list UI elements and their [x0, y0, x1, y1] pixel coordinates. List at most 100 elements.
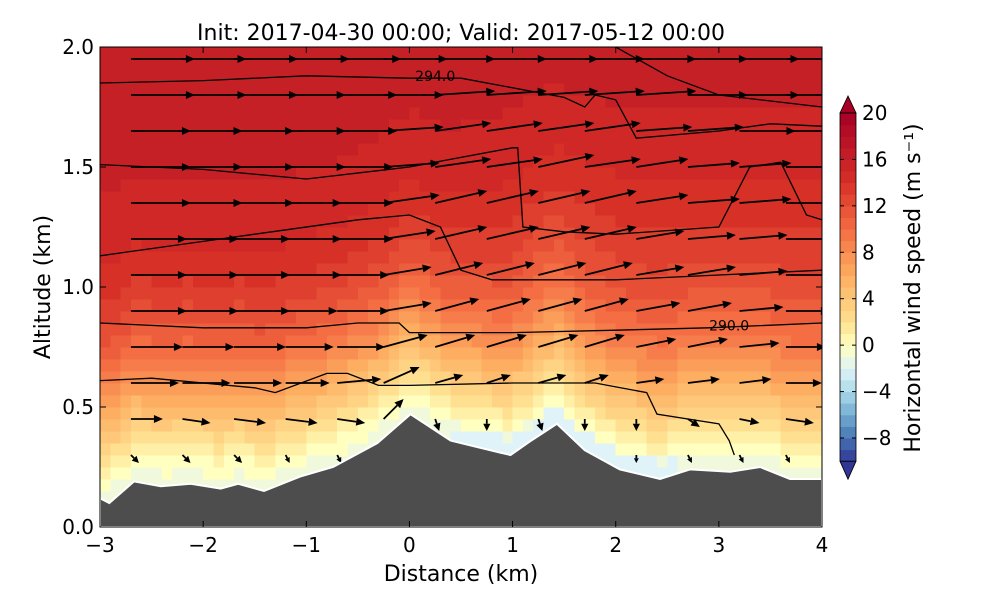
speed-cell [120, 227, 132, 240]
speed-cell [337, 119, 349, 132]
speed-cell [687, 215, 699, 228]
speed-cell [636, 395, 648, 408]
speed-cell [512, 419, 524, 432]
speed-cell [141, 167, 153, 180]
speed-cell [801, 95, 813, 108]
speed-cell [326, 83, 338, 96]
speed-cell [615, 323, 627, 336]
speed-cell [120, 455, 132, 468]
wind-arrow [285, 417, 318, 426]
speed-cell [368, 383, 380, 396]
speed-cell [141, 359, 153, 372]
speed-cell [388, 83, 400, 96]
speed-cell [595, 215, 606, 228]
speed-cell [296, 323, 307, 336]
speed-cell [749, 47, 761, 60]
speed-cell [677, 443, 689, 456]
speed-cell [110, 347, 122, 360]
arrow-head [434, 123, 444, 132]
speed-cell [502, 359, 514, 372]
speed-cell [564, 323, 575, 336]
speed-cell [461, 203, 472, 216]
speed-cell [223, 155, 235, 168]
speed-cell [244, 95, 256, 108]
speed-cell [533, 215, 545, 228]
speed-cell [326, 359, 338, 372]
arrow-shaft [434, 264, 475, 276]
speed-cell [223, 47, 235, 60]
speed-cell [234, 71, 245, 84]
speed-cell [615, 419, 627, 432]
speed-cell [718, 119, 730, 132]
speed-cell [440, 167, 452, 180]
speed-cell [110, 167, 122, 180]
speed-cell [265, 347, 276, 360]
colorbar-segment [840, 391, 856, 404]
arrow-head [556, 373, 567, 382]
speed-cell [316, 107, 328, 120]
speed-cell [192, 467, 204, 480]
arrow-head [816, 343, 822, 351]
speed-cell [543, 383, 555, 396]
speed-cell [533, 47, 545, 60]
speed-cell [192, 395, 204, 408]
speed-cell [337, 251, 349, 264]
colorbar-segment [840, 345, 856, 358]
speed-cell [192, 215, 204, 228]
speed-cell [130, 467, 142, 480]
speed-cell [491, 335, 503, 348]
arrow-head [332, 235, 342, 243]
speed-cell [296, 95, 307, 108]
speed-cell [100, 227, 111, 240]
speed-cell [234, 155, 245, 168]
speed-cell [584, 443, 596, 456]
speed-cell [265, 227, 276, 240]
speed-cell [760, 383, 771, 396]
arrow-head [804, 417, 814, 426]
speed-cell [223, 359, 235, 372]
arrow-head [320, 379, 330, 387]
speed-cell [151, 71, 163, 84]
speed-cell [543, 143, 555, 156]
speed-cell [357, 131, 369, 144]
speed-cell [811, 431, 822, 444]
speed-cell [234, 179, 245, 192]
speed-cell [419, 107, 431, 120]
arrow-head [536, 422, 544, 431]
speed-cell [409, 59, 421, 72]
speed-cell [481, 227, 493, 240]
speed-cell [636, 47, 648, 60]
speed-cell [657, 299, 668, 312]
speed-cell [419, 335, 431, 348]
speed-cell [595, 431, 606, 444]
speed-cell [378, 335, 390, 348]
speed-cell [265, 395, 276, 408]
speed-cell [739, 107, 751, 120]
speed-cell [636, 455, 648, 468]
speed-cell [564, 203, 575, 216]
speed-cell [110, 263, 122, 276]
speed-cell [791, 419, 802, 432]
speed-cell [223, 83, 235, 96]
speed-cell [388, 95, 400, 108]
speed-cell [357, 419, 369, 432]
speed-cell [687, 431, 699, 444]
speed-cell [120, 335, 132, 348]
arrow-head [627, 189, 637, 197]
speed-cell [296, 119, 307, 132]
speed-cell [182, 467, 194, 480]
speed-cell [543, 359, 555, 372]
arrow-shaft [285, 418, 309, 423]
speed-cell [440, 311, 452, 324]
speed-cell [388, 359, 400, 372]
speed-cell [677, 263, 689, 276]
speed-cell [770, 443, 782, 456]
speed-cell [791, 287, 802, 300]
speed-cell [120, 419, 132, 432]
speed-cell [430, 383, 441, 396]
speed-cell [636, 239, 648, 252]
speed-cell [677, 131, 689, 144]
speed-cell [502, 131, 514, 144]
speed-cell [811, 299, 822, 312]
speed-cell [574, 71, 586, 84]
